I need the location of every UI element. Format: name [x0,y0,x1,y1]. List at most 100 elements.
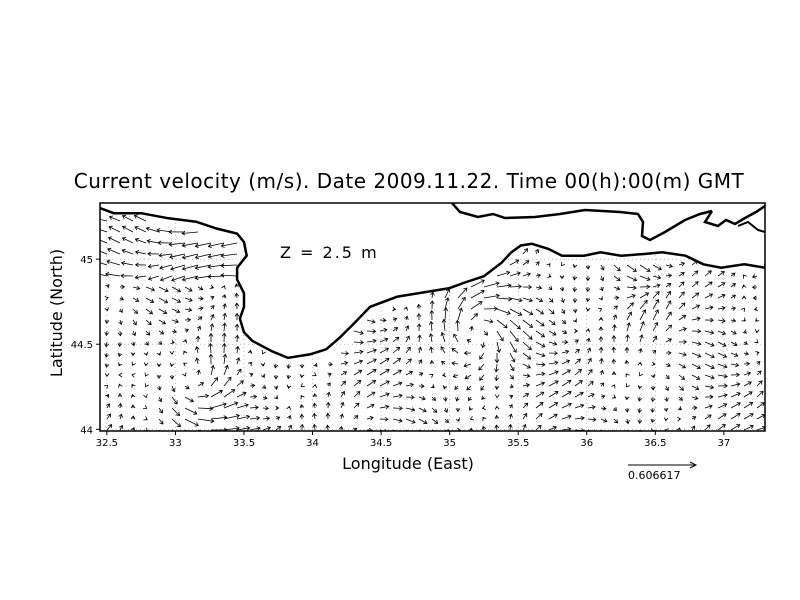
velocity-vector-head [509,394,514,399]
velocity-vector-head [186,317,192,323]
velocity-vector-head [710,354,715,359]
velocity-vector [132,297,139,302]
velocity-vector-head [104,296,109,301]
velocity-vector-head [527,355,532,360]
velocity-vector [210,314,214,321]
velocity-vector-head [722,353,728,358]
velocity-vector-head [572,299,578,304]
velocity-vector-head [494,385,500,390]
velocity-vector-head [466,339,471,344]
velocity-vector-head [559,275,565,280]
velocity-vector-head [429,346,434,351]
velocity-vector-head [734,352,739,357]
velocity-vector-head [147,264,152,269]
velocity-vector-head [535,261,540,266]
velocity-vector-head [131,361,136,366]
velocity-vector [665,311,672,321]
velocity-vector-head [196,369,201,374]
velocity-vector-head [749,401,754,406]
velocity-vector-head [551,321,556,326]
velocity-vector [223,354,226,365]
velocity-vector-head [194,345,200,351]
velocity-vector-head [208,332,214,337]
velocity-vector-head [603,418,608,423]
velocity-vector [444,307,447,321]
velocity-vector [522,341,532,350]
velocity-vector [340,402,344,409]
velocity-vector [236,404,249,409]
velocity-vector-head [552,331,557,336]
velocity-vector-head [696,316,701,322]
velocity-vector [483,319,493,323]
velocity-vector-head [760,402,765,407]
velocity-vector-head [611,346,617,351]
velocity-vector [171,418,181,427]
velocity-vector-head [695,292,700,297]
velocity-vector-head [639,334,644,339]
velocity-vector [353,402,360,409]
velocity-vector-head [451,361,456,366]
velocity-vector [262,427,271,431]
velocity-vector-head [235,413,241,419]
velocity-vector-head [529,311,534,316]
velocity-vector-head [134,250,140,255]
velocity-vector-head [722,342,727,347]
velocity-vector [313,424,316,431]
velocity-vector [340,352,349,354]
velocity-vector-head [742,274,747,279]
velocity-vector-head [313,362,318,367]
velocity-vector-head [547,273,552,278]
velocity-vector [210,403,227,409]
velocity-vector-head [146,239,151,244]
velocity-vector-head [710,384,715,390]
velocity-vector-head [447,428,450,431]
velocity-vector-head [735,372,741,378]
velocity-vector-head [176,288,182,293]
velocity-vector [379,319,387,321]
velocity-vector-head [480,279,485,284]
velocity-vector-head [552,425,557,431]
x-axis-ticks: 32.5 33 33.5 34 34.5 35 35.5 36 36.5 37 [96,431,730,449]
velocity-vector [195,253,212,258]
velocity-vector-head [416,323,422,328]
velocity-vector-head [132,321,137,326]
velocity-vector [158,396,162,402]
velocity-vector [561,380,572,387]
velocity-vector-head [325,424,331,429]
velocity-vector [327,392,330,398]
velocity-vector-head [575,348,580,353]
velocity-vector [548,426,557,431]
velocity-vector [171,396,178,405]
velocity-vector-head [105,284,110,289]
velocity-vector-head [159,420,164,425]
velocity-vector-head [181,243,186,248]
velocity-vector [752,275,758,278]
velocity-vector [509,341,517,353]
velocity-vector [639,321,645,332]
velocity-vector-head [163,299,169,304]
velocity-vector-head [430,384,435,389]
velocity-vector-head [199,306,204,311]
velocity-vector-head [601,394,606,399]
velocity-vector [249,427,261,431]
velocity-vector-head [419,372,424,377]
velocity-vector-head [239,380,244,385]
velocity-vector [704,374,715,379]
velocity-vector [613,418,618,424]
velocity-vector-head [136,285,141,291]
velocity-vector-head [748,391,753,396]
velocity-vector-head [273,395,278,400]
velocity-vector-head [134,262,139,268]
velocity-vector-head [696,375,701,380]
velocity-vector-head [210,418,215,424]
velocity-vector [197,418,214,422]
velocity-vector-head [611,394,617,399]
velocity-vector-head [407,358,412,363]
velocity-vector [353,369,362,376]
velocity-vector [100,218,108,222]
velocity-vector-head [508,403,513,409]
velocity-vector-head [722,413,727,418]
velocity-vector-head [652,350,657,355]
velocity-vector-head [442,385,448,390]
velocity-vector-head [121,284,126,290]
